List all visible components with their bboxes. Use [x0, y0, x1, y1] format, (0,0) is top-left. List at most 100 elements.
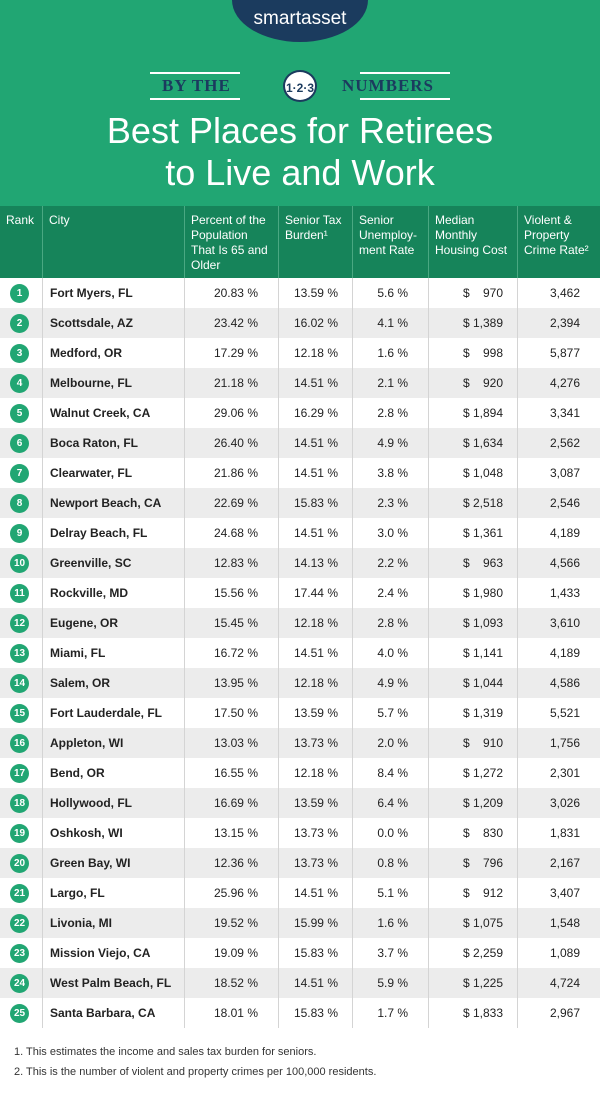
rank-cell: 18 [0, 788, 42, 818]
value-cell: $ 1,319 [428, 698, 517, 728]
value-cell: $ 830 [428, 818, 517, 848]
rank-badge: 20 [10, 854, 29, 873]
value-cell: 25.96 % [184, 878, 278, 908]
city-cell: Mission Viejo, CA [42, 938, 184, 968]
rank-cell: 12 [0, 608, 42, 638]
rank-cell: 13 [0, 638, 42, 668]
table-row: 23 Mission Viejo, CA 19.09 % 15.83 % 3.7 % $ … [0, 938, 600, 968]
value-cell: 13.59 % [278, 788, 352, 818]
rank-cell: 15 [0, 698, 42, 728]
rank-cell: 9 [0, 518, 42, 548]
value-cell: 14.51 % [278, 428, 352, 458]
rank-badge: 21 [10, 884, 29, 903]
city-cell: Bend, OR [42, 758, 184, 788]
value-cell: 3,087 [517, 458, 600, 488]
value-cell: $ 1,361 [428, 518, 517, 548]
value-cell: 6.4 % [352, 788, 428, 818]
rank-badge: 19 [10, 824, 29, 843]
table-row: 19 Oshkosh, WI 13.15 % 13.73 % 0.0 % $ 830 1,8… [0, 818, 600, 848]
value-cell: 13.03 % [184, 728, 278, 758]
rank-badge: 5 [10, 404, 29, 423]
value-cell: 16.29 % [278, 398, 352, 428]
rank-cell: 14 [0, 668, 42, 698]
value-cell: 4.1 % [352, 308, 428, 338]
rank-badge: 7 [10, 464, 29, 483]
value-cell: 16.02 % [278, 308, 352, 338]
rank-cell: 10 [0, 548, 42, 578]
value-cell: 13.73 % [278, 848, 352, 878]
value-cell: 14.51 % [278, 878, 352, 908]
city-cell: Eugene, OR [42, 608, 184, 638]
value-cell: 12.18 % [278, 758, 352, 788]
city-cell: Medford, OR [42, 338, 184, 368]
title-line: to Live and Work [165, 152, 435, 193]
value-cell: $ 1,093 [428, 608, 517, 638]
table-header: Rank City Percent of the Population That I… [0, 206, 600, 278]
table-row: 18 Hollywood, FL 16.69 % 13.59 % 6.4 % $ 1,20… [0, 788, 600, 818]
rank-badge: 10 [10, 554, 29, 573]
rank-cell: 4 [0, 368, 42, 398]
value-cell: 14.51 % [278, 968, 352, 998]
city-cell: Melbourne, FL [42, 368, 184, 398]
value-cell: 5,877 [517, 338, 600, 368]
rank-badge: 23 [10, 944, 29, 963]
value-cell: 3,407 [517, 878, 600, 908]
value-cell: $ 1,209 [428, 788, 517, 818]
column-header: Senior Unemploy-ment Rate [352, 206, 428, 278]
value-cell: 1,756 [517, 728, 600, 758]
rank-cell: 3 [0, 338, 42, 368]
rank-badge: 24 [10, 974, 29, 993]
value-cell: 3.7 % [352, 938, 428, 968]
column-header: Violent & Property Crime Rate² [517, 206, 600, 278]
city-cell: Fort Myers, FL [42, 278, 184, 308]
banner-badge: 1·2·3 [283, 70, 317, 102]
value-cell: $ 998 [428, 338, 517, 368]
value-cell: 1,433 [517, 578, 600, 608]
title-line: Best Places for Retirees [106, 110, 494, 151]
value-cell: 19.52 % [184, 908, 278, 938]
value-cell: $ 1,075 [428, 908, 517, 938]
table-row: 15 Fort Lauderdale, FL 17.50 % 13.59 % 5.7 %… [0, 698, 600, 728]
value-cell: 16.69 % [184, 788, 278, 818]
value-cell: 12.83 % [184, 548, 278, 578]
value-cell: 15.45 % [184, 608, 278, 638]
rank-cell: 1 [0, 278, 42, 308]
value-cell: 20.83 % [184, 278, 278, 308]
value-cell: 4,586 [517, 668, 600, 698]
value-cell: 14.51 % [278, 368, 352, 398]
column-header: Senior Tax Burden¹ [278, 206, 352, 278]
rank-badge: 15 [10, 704, 29, 723]
table-row: 13 Miami, FL 16.72 % 14.51 % 4.0 % $ 1,141 4,1… [0, 638, 600, 668]
value-cell: 23.42 % [184, 308, 278, 338]
rank-badge: 12 [10, 614, 29, 633]
rank-cell: 17 [0, 758, 42, 788]
value-cell: 29.06 % [184, 398, 278, 428]
banner-right: NUMBERS [342, 76, 435, 95]
value-cell: 17.44 % [278, 578, 352, 608]
rank-cell: 11 [0, 578, 42, 608]
value-cell: 15.56 % [184, 578, 278, 608]
value-cell: 8.4 % [352, 758, 428, 788]
city-cell: Delray Beach, FL [42, 518, 184, 548]
value-cell: 14.51 % [278, 458, 352, 488]
value-cell: 4,189 [517, 638, 600, 668]
value-cell: 1.6 % [352, 908, 428, 938]
value-cell: 12.18 % [278, 338, 352, 368]
value-cell: 1.7 % [352, 998, 428, 1028]
city-cell: West Palm Beach, FL [42, 968, 184, 998]
value-cell: 16.72 % [184, 638, 278, 668]
value-cell: 13.95 % [184, 668, 278, 698]
value-cell: 26.40 % [184, 428, 278, 458]
value-cell: 12.36 % [184, 848, 278, 878]
value-cell: 15.99 % [278, 908, 352, 938]
table-row: 17 Bend, OR 16.55 % 12.18 % 8.4 % $ 1,272 2,30… [0, 758, 600, 788]
table-row: 8 Newport Beach, CA 22.69 % 15.83 % 2.3 % $ 2… [0, 488, 600, 518]
rank-cell: 22 [0, 908, 42, 938]
table-row: 25 Santa Barbara, CA 18.01 % 15.83 % 1.7 % $ … [0, 998, 600, 1028]
city-cell: Walnut Creek, CA [42, 398, 184, 428]
table-row: 24 West Palm Beach, FL 18.52 % 14.51 % 5.9 %… [0, 968, 600, 998]
value-cell: 0.8 % [352, 848, 428, 878]
value-cell: 4.9 % [352, 668, 428, 698]
value-cell: 17.50 % [184, 698, 278, 728]
